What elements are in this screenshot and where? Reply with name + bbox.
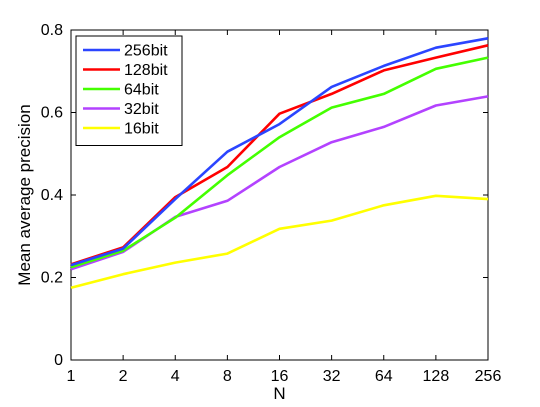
x-tick-label: 1 bbox=[67, 368, 76, 385]
y-tick-label: 0.2 bbox=[41, 270, 63, 287]
legend-label-16bit: 16bit bbox=[124, 121, 159, 138]
legend-label-256bit: 256bit bbox=[124, 43, 168, 60]
x-tick-label: 16 bbox=[271, 368, 289, 385]
x-tick-label: 64 bbox=[375, 368, 393, 385]
y-tick-label: 0.8 bbox=[41, 22, 63, 39]
x-axis-label: N bbox=[273, 384, 285, 403]
tick-labels: 1 2 4 8 16 32 64 128 256 0 0.2 0.4 0.6 0.8 bbox=[41, 22, 502, 385]
series-line-64bit bbox=[70, 56, 489, 269]
y-axis-label: Mean average precision bbox=[15, 104, 34, 285]
series-line-256bit bbox=[70, 37, 489, 267]
legend-label-128bit: 128bit bbox=[124, 62, 168, 79]
x-tick-label: 8 bbox=[223, 368, 232, 385]
legend-label-32bit: 32bit bbox=[124, 101, 159, 118]
series-lines bbox=[70, 37, 489, 290]
y-tick-label: 0.4 bbox=[41, 187, 63, 204]
x-tick-label: 128 bbox=[423, 368, 450, 385]
y-tick-label: 0.6 bbox=[41, 105, 63, 122]
x-tick-label: 32 bbox=[323, 368, 341, 385]
axis-ticks bbox=[70, 29, 489, 361]
x-tick-label: 256 bbox=[475, 368, 502, 385]
legend: 256bit 128bit 64bit 32bit 16bit bbox=[75, 35, 183, 146]
x-tick-label: 4 bbox=[171, 368, 180, 385]
x-tick-label: 2 bbox=[119, 368, 128, 385]
legend-label-64bit: 64bit bbox=[124, 82, 159, 99]
y-tick-label: 0 bbox=[54, 352, 63, 369]
series-line-16bit bbox=[70, 194, 489, 290]
